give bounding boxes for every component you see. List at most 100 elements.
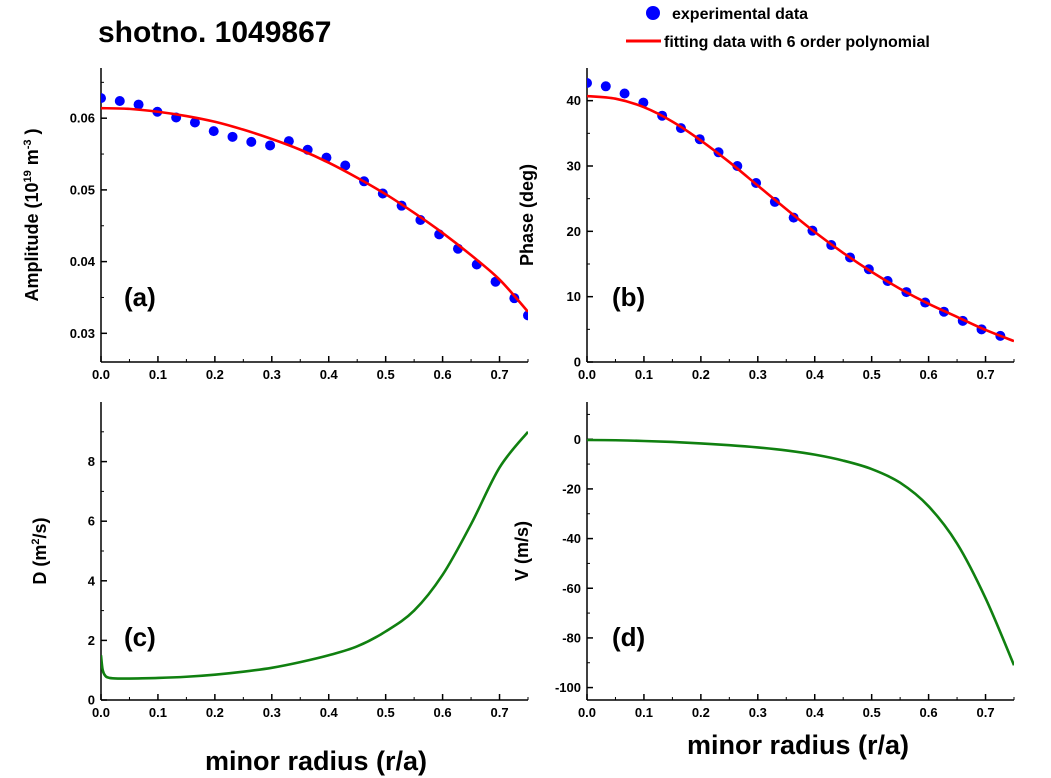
y-tick-label: 0.04 [70, 254, 96, 269]
data-point [208, 126, 219, 137]
panel-label: (a) [124, 282, 156, 312]
y-tick-label: 0 [574, 355, 581, 370]
data-point [732, 161, 743, 171]
x-tick-label: 0.7 [976, 367, 994, 382]
fit-line [101, 106, 528, 313]
y-tick-label: 0 [88, 693, 95, 708]
profile-line [101, 430, 528, 680]
y-tick-label: 2 [88, 633, 95, 648]
panel-a-amplitude: 0.0 0.1 0.2 0.3 0.4 0.5 0.6 0.7 0.03 0.04 0.05 0.06… [22, 68, 529, 382]
chart-title: shotno. 1049867 [98, 16, 331, 49]
x-tick-label: 0.4 [806, 367, 825, 382]
panel-b-phase: 0.0 0.1 0.2 0.3 0.4 0.5 0.6 0.7 0 10 20 30 40 Phase (… [517, 68, 1015, 382]
x-tick-label: 0.2 [692, 367, 710, 382]
y-axis-label: Amplitude (1019 m-3 ) [22, 128, 42, 301]
x-tick-label: 0.2 [206, 367, 224, 382]
y-tick-label: 4 [88, 573, 96, 588]
y-tick-label: 20 [567, 224, 581, 239]
y-axis-label-part: Phase (deg) [517, 164, 537, 266]
y-axis-label: D (m2/s) [30, 517, 50, 584]
x-tick-label: 0.5 [863, 705, 881, 720]
data-point [133, 99, 144, 110]
y-tick-label: -40 [562, 531, 581, 546]
y-axis-label-part: V (m/s) [512, 521, 532, 581]
panel-d-convection: 0.0 0.1 0.2 0.3 0.4 0.5 0.6 0.7 -100 -80 -60 -40 -20… [512, 402, 1015, 720]
x-tick-label: 0.2 [692, 705, 710, 720]
y-tick-label: 6 [88, 514, 95, 529]
data-point [340, 160, 351, 171]
x-tick-label: 0.7 [490, 705, 508, 720]
x-tick-label: 0.6 [920, 705, 938, 720]
data-point [246, 136, 257, 147]
x-tick-label: 0.3 [749, 705, 767, 720]
y-axis-label-part: D (m [30, 545, 50, 585]
y-tick-label: -100 [555, 680, 581, 695]
data-point [114, 95, 125, 106]
data-point [265, 140, 276, 151]
panel-label: (c) [124, 622, 156, 652]
y-tick-label: 40 [567, 93, 581, 108]
x-tick-label: 0.1 [149, 705, 167, 720]
x-tick-label: 0.6 [920, 367, 938, 382]
fit-line [587, 94, 1014, 343]
x-tick-label: 0.5 [863, 367, 881, 382]
y-axis-label-part: m [22, 149, 42, 170]
y-tick-label: -60 [562, 581, 581, 596]
legend: experimental data fitting data with 6 or… [626, 6, 930, 51]
x-tick-label: 0.4 [806, 705, 825, 720]
x-tick-label: 0.6 [434, 705, 452, 720]
y-tick-label: 0 [574, 432, 581, 447]
data-point [600, 81, 611, 92]
x-tick-label: 0.7 [976, 705, 994, 720]
panel-label: (d) [612, 622, 645, 652]
x-tick-label: 0.1 [149, 367, 167, 382]
data-point [587, 78, 592, 89]
y-tick-label: -80 [562, 630, 581, 645]
x-tick-label: 0.0 [92, 705, 110, 720]
y-tick-label: 0.03 [70, 326, 95, 341]
x-tick-label: 0.7 [490, 367, 508, 382]
x-tick-label: 0.2 [206, 705, 224, 720]
x-tick-label: 0.5 [377, 367, 395, 382]
y-tick-label: 8 [88, 454, 95, 469]
x-tick-label: 0.4 [320, 367, 339, 382]
data-point [523, 310, 528, 321]
panel-label: (b) [612, 282, 645, 312]
y-axis-label-part: Amplitude (10 [22, 183, 42, 302]
y-axis-label-part: 19 [22, 170, 34, 182]
y-tick-label: 30 [567, 159, 581, 174]
y-axis-label: Phase (deg) [517, 164, 537, 266]
x-tick-label: 0.5 [377, 705, 395, 720]
profile-line [587, 438, 1014, 666]
x-tick-label: 0.3 [263, 705, 281, 720]
x-tick-label: 0.3 [263, 367, 281, 382]
x-tick-label: 0.1 [635, 367, 653, 382]
y-axis-label-part: 2 [30, 538, 42, 544]
data-point [227, 131, 238, 142]
data-point [619, 88, 630, 99]
y-axis-label-part: ) [22, 128, 42, 139]
data-point [189, 117, 200, 128]
y-tick-label: 0.06 [70, 111, 95, 126]
x-tick-label: 0.6 [434, 367, 452, 382]
y-axis-label-part: -3 [22, 139, 34, 149]
x-tick-label: 0.0 [578, 367, 596, 382]
data-point [769, 196, 780, 207]
x-tick-label: 0.1 [635, 705, 653, 720]
x-axis-label-left: minor radius (r/a) [205, 746, 427, 776]
y-tick-label: 0.05 [70, 182, 95, 197]
x-tick-label: 0.4 [320, 705, 339, 720]
y-tick-label: 10 [567, 289, 581, 304]
x-tick-label: 0.0 [92, 367, 110, 382]
y-axis-label-part: /s) [30, 517, 50, 538]
legend-marker-experimental [646, 6, 660, 20]
legend-label-fit: fitting data with 6 order polynomial [664, 34, 930, 51]
x-axis-label-right: minor radius (r/a) [687, 730, 909, 760]
data-point [788, 212, 799, 223]
y-tick-label: -20 [562, 481, 581, 496]
y-axis-label: V (m/s) [512, 521, 532, 581]
legend-label-experimental: experimental data [672, 6, 808, 23]
data-point [101, 93, 106, 104]
